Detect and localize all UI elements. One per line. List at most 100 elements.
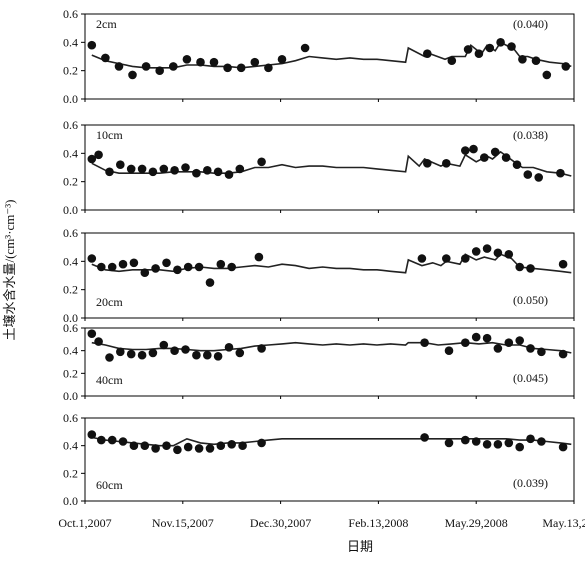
observed-point — [87, 40, 97, 50]
x-tick-label: May.13,2008 — [542, 516, 585, 530]
observed-point — [169, 62, 178, 71]
panel-frame — [84, 327, 575, 397]
observed-point — [151, 444, 160, 453]
observed-point — [107, 262, 117, 272]
rmse-label: (0.039) — [513, 476, 548, 490]
observed-point — [471, 437, 481, 446]
observed-point — [205, 278, 215, 287]
y-tick-label: 0.4 — [63, 439, 78, 453]
y-tick-label: 0.2 — [63, 64, 78, 78]
observed-point — [300, 43, 310, 53]
observed-point — [526, 264, 535, 273]
observed-point — [227, 440, 236, 449]
observed-point — [264, 63, 273, 73]
observed-point — [420, 338, 429, 348]
observed-point — [504, 438, 514, 448]
observed-point — [224, 343, 234, 352]
observed-point — [137, 350, 147, 360]
observed-point — [155, 66, 164, 75]
observed-point — [526, 434, 535, 444]
y-tick-label: 0.2 — [63, 466, 78, 480]
observed-point — [173, 265, 182, 275]
observed-point — [558, 259, 568, 269]
observed-point — [192, 168, 201, 178]
observed-point — [94, 337, 103, 346]
rmse-label: (0.038) — [513, 128, 548, 142]
observed-point — [238, 441, 247, 451]
observed-point — [192, 350, 201, 360]
x-tick-label: Nov.15,2007 — [152, 516, 214, 530]
y-axis-label: 土壤水含水量/(cm³·cm⁻³) — [2, 199, 17, 340]
panel-frame — [84, 124, 575, 211]
observed-point — [257, 344, 266, 353]
observed-point — [140, 268, 150, 278]
observed-point — [87, 154, 97, 164]
panel-40cm: 0.0 0.2 0.4 0.6 40cm (0.045) — [63, 321, 575, 403]
observed-point — [501, 153, 511, 162]
y-tick-label: 0.2 — [63, 175, 78, 189]
observed-point — [469, 144, 478, 154]
observed-point — [141, 62, 151, 71]
observed-point — [216, 259, 226, 269]
observed-point — [461, 146, 470, 155]
observed-point — [561, 62, 571, 71]
observed-point — [183, 442, 193, 452]
y-tick-label: 0.0 — [63, 494, 78, 508]
observed-point — [213, 167, 223, 177]
observed-point — [170, 166, 179, 175]
observed-point — [515, 442, 524, 452]
y-tick-label: 0.6 — [63, 226, 78, 240]
observed-point — [515, 336, 524, 345]
observed-point — [461, 435, 470, 445]
x-tick-label: May.29,2008 — [445, 516, 508, 530]
observed-point — [129, 258, 139, 268]
observed-point — [101, 53, 110, 63]
observed-point — [182, 55, 192, 64]
panels-group: 0.0 0.2 0.4 0.6 2cm (0.040) 0.0 0.2 0.4 0.6 10cm (0… — [63, 7, 575, 508]
depth-label: 60cm — [96, 478, 123, 492]
observed-point — [148, 167, 158, 177]
x-axis-ticks: Oct.1,2007 Nov.15,2007 Dec.30,2007 Feb.13,2… — [58, 516, 585, 530]
observed-point — [482, 440, 492, 449]
depth-label: 2cm — [96, 17, 117, 31]
observed-point — [423, 49, 432, 58]
x-tick-label: Feb.13,2008 — [348, 516, 408, 530]
observed-point — [471, 332, 481, 342]
observed-point — [490, 147, 500, 157]
observed-point — [128, 70, 137, 80]
observed-point — [444, 438, 454, 448]
observed-point — [474, 49, 484, 58]
y-tick-label: 0.6 — [63, 411, 78, 425]
observed-point — [170, 346, 179, 356]
observed-point — [116, 160, 125, 169]
observed-point — [129, 441, 139, 451]
observed-point — [235, 348, 245, 358]
depth-label: 40cm — [96, 373, 123, 387]
observed-point — [277, 55, 287, 64]
panel-10cm: 0.0 0.2 0.4 0.6 10cm (0.038) — [63, 118, 575, 217]
observed-point — [507, 42, 516, 51]
observed-point — [181, 163, 190, 172]
observed-point — [148, 348, 158, 358]
observed-point — [116, 347, 125, 357]
y-tick-label: 0.4 — [63, 35, 78, 49]
observed-point — [196, 57, 205, 67]
observed-point — [257, 438, 266, 448]
observed-point — [97, 262, 106, 272]
simulated-line — [91, 150, 572, 177]
observed-point — [194, 444, 204, 453]
observed-point — [493, 248, 503, 258]
y-tick-label: 0.4 — [63, 146, 78, 160]
depth-label: 20cm — [96, 295, 123, 309]
observed-point — [523, 170, 533, 179]
observed-point — [181, 345, 190, 354]
observed-point — [461, 338, 470, 348]
observed-point — [203, 166, 212, 175]
observed-point — [126, 164, 136, 174]
observed-point — [482, 244, 492, 253]
observed-point — [140, 441, 150, 451]
observed-point — [558, 349, 568, 359]
observed-point — [162, 258, 171, 268]
observed-point — [542, 70, 552, 80]
observed-point — [159, 340, 169, 350]
